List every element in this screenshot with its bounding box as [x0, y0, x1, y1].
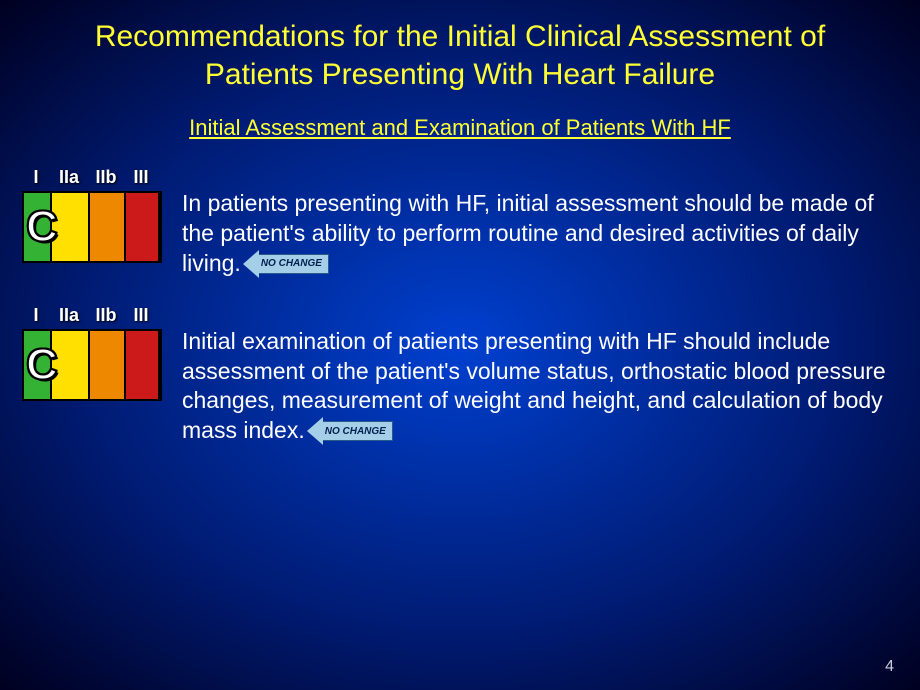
class-bar-iii: [126, 331, 160, 399]
class-labels-row: IIIaIIbIII: [22, 305, 162, 326]
recommendation-block: IIIaIIbIII C In patients presenting with H…: [0, 167, 920, 279]
class-bars: C: [22, 191, 162, 263]
no-change-badge: NO CHANGE: [243, 250, 329, 278]
recommendation-text: Initial examination of patients presenti…: [182, 305, 900, 447]
class-of-recommendation-box: IIIaIIbIII C: [22, 167, 162, 263]
evidence-level-letter: C: [26, 202, 56, 252]
class-labels-row: IIIaIIbIII: [22, 167, 162, 188]
class-label-i: I: [22, 305, 50, 326]
class-of-recommendation-box: IIIaIIbIII C: [22, 305, 162, 401]
recommendation-text-content: Initial examination of patients presenti…: [182, 328, 886, 444]
class-bar-iia: [52, 331, 90, 399]
no-change-badge: NO CHANGE: [307, 417, 393, 445]
no-change-label: NO CHANGE: [259, 254, 329, 274]
arrow-left-icon: [307, 417, 323, 445]
no-change-label: NO CHANGE: [323, 421, 393, 441]
class-label-iii: III: [124, 305, 158, 326]
slide-title: Recommendations for the Initial Clinical…: [0, 0, 920, 93]
class-label-iii: III: [124, 167, 158, 188]
class-bar-iib: [90, 193, 126, 261]
class-label-i: I: [22, 167, 50, 188]
class-label-iia: IIa: [50, 167, 88, 188]
class-label-iib: IIb: [88, 167, 124, 188]
evidence-level-letter: C: [26, 340, 56, 390]
class-bar-iib: [90, 331, 126, 399]
slide-subtitle: Initial Assessment and Examination of Pa…: [0, 115, 920, 141]
arrow-left-icon: [243, 250, 259, 278]
page-number: 4: [885, 658, 894, 676]
class-label-iib: IIb: [88, 305, 124, 326]
class-label-iia: IIa: [50, 305, 88, 326]
recommendation-text: In patients presenting with HF, initial …: [182, 167, 900, 279]
class-bar-iia: [52, 193, 90, 261]
class-bars: C: [22, 329, 162, 401]
recommendation-block: IIIaIIbIII C Initial examination of patien…: [0, 305, 920, 447]
class-bar-iii: [126, 193, 160, 261]
